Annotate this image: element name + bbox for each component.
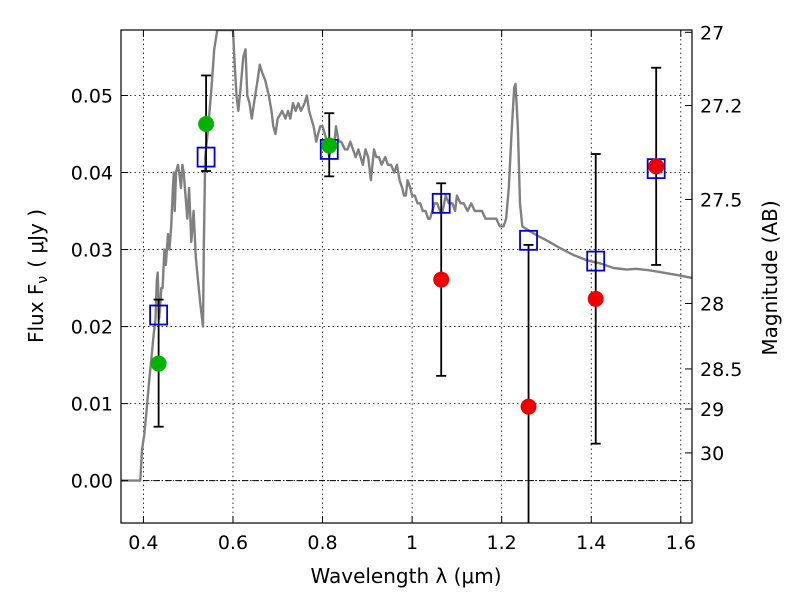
x-tick-label: 1.6 bbox=[666, 532, 696, 554]
filled-circle-marker bbox=[150, 355, 167, 372]
x-axis-label: Wavelength λ (μm) bbox=[310, 564, 501, 588]
grid bbox=[121, 30, 692, 523]
open-square-marker bbox=[196, 146, 216, 168]
data-markers bbox=[149, 115, 666, 415]
x-tick-label: 1 bbox=[406, 532, 418, 554]
x-tick-label: 0.6 bbox=[218, 532, 248, 554]
open-square-marker bbox=[431, 192, 451, 214]
y2-tick-label: 29 bbox=[700, 399, 724, 421]
error-bars bbox=[153, 66, 662, 523]
x-tick-label: 0.8 bbox=[307, 532, 337, 554]
y-tick-label: 0.03 bbox=[71, 240, 113, 262]
open-square-marker bbox=[149, 304, 169, 326]
filled-circle-marker bbox=[648, 158, 665, 175]
x-tick-label: 1.2 bbox=[487, 532, 517, 554]
y2-tick-label: 28.5 bbox=[700, 359, 742, 381]
y-axis-label-unit: ( μJy ) bbox=[24, 209, 48, 268]
y2-tick-label: 30 bbox=[700, 443, 724, 465]
y2-tick-label: 28 bbox=[700, 293, 724, 315]
y-axis-ticks: 0.00 0.01 0.02 0.03 0.04 0.05 bbox=[71, 85, 128, 493]
x-tick-label: 1.4 bbox=[576, 532, 606, 554]
filled-circle-marker bbox=[520, 398, 537, 415]
y-tick-label: 0.04 bbox=[71, 163, 113, 185]
open-square-marker bbox=[519, 229, 538, 251]
y2-axis-label: Magnitude (AB) bbox=[758, 200, 782, 355]
y-axis-label-main: Flux F bbox=[24, 284, 48, 343]
filled-circle-marker bbox=[198, 115, 215, 132]
open-square-marker bbox=[586, 250, 606, 272]
y2-tick-label: 27 bbox=[700, 22, 724, 44]
y-tick-label: 0.00 bbox=[71, 471, 113, 493]
filled-circle-marker bbox=[321, 137, 338, 154]
x-tick-label: 0.4 bbox=[128, 532, 158, 554]
plot-frame bbox=[120, 29, 693, 524]
y-axis-label: Flux Fν ( μJy ) bbox=[24, 209, 51, 343]
y-tick-label: 0.05 bbox=[71, 85, 113, 107]
x-axis-ticks: 0.4 0.6 0.8 1 1.2 1.4 1.6 bbox=[128, 30, 696, 554]
y-axis-label-subscript: ν bbox=[35, 276, 51, 284]
y-tick-label: 0.01 bbox=[71, 394, 113, 416]
y-tick-label: 0.02 bbox=[71, 317, 113, 339]
y2-axis-ticks: 27 27.2 27.5 28 28.5 29 30 bbox=[685, 22, 742, 465]
y2-tick-label: 27.5 bbox=[700, 189, 742, 211]
y2-tick-label: 27.2 bbox=[700, 95, 742, 117]
filled-circle-marker bbox=[433, 271, 450, 288]
filled-circle-marker bbox=[587, 290, 604, 307]
